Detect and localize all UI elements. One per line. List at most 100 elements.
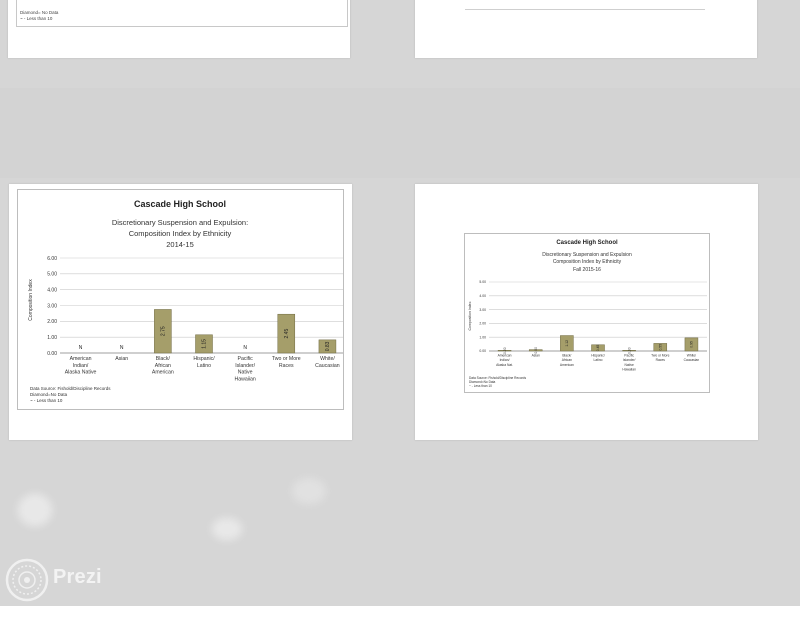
slide-thumbnail-cascade-2015-16[interactable]: Cascade High School Discretionary Suspen… (415, 184, 758, 440)
chart-frame: Cascade High School Discretionary Suspen… (464, 233, 710, 393)
chart-subtitle-line: Composition Index by Ethnicity (129, 229, 232, 238)
y-tick-label: 3.00 (479, 308, 486, 312)
composition-index-chart-2015-16: Cascade High School Discretionary Suspen… (468, 240, 707, 388)
y-axis-label: Composition Index (468, 301, 472, 330)
bar (277, 313, 296, 354)
footnote: ~ - Less than 10 (20, 16, 53, 21)
chart-school-title: Cascade High School (134, 199, 226, 209)
chart-subtitle-line: Fall 2015-16 (573, 267, 601, 273)
category-label: Black/ (156, 356, 171, 362)
decorative-bubble (292, 478, 326, 504)
y-tick-label: 1.00 (47, 335, 57, 341)
category-label: Asian (115, 356, 128, 362)
composition-index-chart-2014-15: Cascade High School Discretionary Suspen… (28, 199, 348, 403)
y-tick-label: 6.00 (47, 256, 57, 262)
y-tick-label: 4.00 (479, 294, 486, 298)
slide-thumbnail-cascade-2014-15[interactable]: Cascade High School Discretionary Suspen… (9, 184, 352, 440)
y-tick-label: 1.00 (479, 335, 486, 339)
category-label: Two or More (651, 353, 669, 357)
footnote: Diamond=No Data (30, 392, 68, 397)
background-band (0, 88, 800, 178)
slide-thumbnail-top-right[interactable] (415, 0, 757, 58)
decorative-bubble (212, 518, 242, 540)
category-label: Alaska Native (65, 370, 97, 376)
category-label: Two or More (272, 356, 301, 362)
data-label: 2.45 (284, 329, 290, 339)
category-label: Latino (594, 358, 603, 362)
category-label: Pacific (238, 356, 254, 362)
bar (684, 337, 699, 352)
category-label: White/ (687, 353, 696, 357)
data-label: 0.83 (325, 341, 331, 351)
category-label: Asian (532, 353, 540, 357)
category-label: White/ (320, 356, 335, 362)
y-tick-label: 0.00 (47, 351, 57, 357)
bar (653, 343, 668, 352)
prezi-logo-text: Prezi (53, 566, 102, 588)
bar (528, 349, 543, 352)
category-label: Native (624, 363, 634, 367)
category-label: Hawaiian (234, 376, 255, 382)
y-tick-label: 0.00 (479, 349, 486, 353)
prezi-logo-icon (5, 558, 49, 602)
category-label: Indian/ (73, 363, 89, 369)
chart-frame: Cascade High School Discretionary Suspen… (17, 189, 348, 410)
category-label: American (152, 370, 174, 376)
bar (560, 335, 574, 352)
data-label: 0.00 (627, 347, 631, 354)
chart-school-title: Cascade High School (556, 240, 618, 246)
y-tick-label: 4.00 (47, 287, 57, 293)
category-label: Native (238, 370, 253, 376)
chart-frame (16, 0, 348, 27)
y-tick-label: 2.00 (47, 319, 57, 325)
y-tick-label: 5.00 (47, 272, 57, 278)
data-label: 0.00 (503, 347, 507, 354)
chart-subtitle-line: Composition Index by Ethnicity (553, 259, 622, 265)
footnote: Data Source: Fishold/Discipline Records (30, 386, 111, 391)
category-label: Islander/ (235, 363, 255, 369)
category-label: Caucasian (684, 358, 700, 362)
y-axis-label: Composition Index (28, 279, 34, 321)
data-label: N (79, 345, 83, 351)
chart-subtitle-line: Discretionary Suspension and Expulsion (542, 252, 632, 258)
data-label: 2.75 (161, 326, 167, 336)
category-label: Black/ (562, 353, 571, 357)
chart-subtitle-line: Discretionary Suspension and Expulsion: (112, 218, 248, 227)
category-label: Hawaiian (622, 368, 636, 372)
category-label: Hispanic/ (193, 356, 215, 362)
category-label: African (155, 363, 171, 369)
footnote: Diamond=No Data (469, 380, 496, 384)
y-tick-label: 3.00 (47, 303, 57, 309)
data-label: 0.00 (534, 347, 538, 354)
prezi-logo[interactable]: Prezi (4, 556, 114, 604)
slide-thumbnail-top-left[interactable]: Diamond= No Data ~ - Less than 10 (8, 0, 350, 58)
footnote: ~ - Less than 10 (469, 384, 492, 388)
data-label: 1.12 (565, 340, 569, 347)
chart-subtitle-line: 2014-15 (166, 240, 194, 249)
footnote: Diamond= No Data (20, 10, 59, 15)
data-label: N (243, 345, 247, 351)
category-label: Islander/ (623, 358, 636, 362)
footnote: ~ - Less than 10 (30, 398, 63, 403)
bar (154, 309, 172, 354)
category-label: Caucasian (315, 363, 340, 369)
category-label: Races (656, 358, 666, 362)
category-label: American (70, 356, 92, 362)
category-label: Races (279, 363, 294, 369)
category-label: Latino (197, 363, 211, 369)
category-label: Pacific (624, 353, 634, 357)
bar (622, 350, 636, 352)
decorative-bubble (18, 494, 52, 526)
category-label: Alaska Nat. (496, 363, 513, 367)
chart-frame-edge (465, 9, 705, 10)
data-label: 1.15 (202, 339, 208, 349)
bar (318, 339, 337, 354)
category-label: African (562, 358, 572, 362)
data-label: 0.45 (596, 344, 600, 351)
category-label: Indian/ (500, 358, 510, 362)
bar (497, 350, 512, 352)
footnote: Data Source: Fishold/Discipline Records (469, 376, 526, 380)
bar (591, 344, 605, 352)
category-label: American (498, 353, 512, 357)
